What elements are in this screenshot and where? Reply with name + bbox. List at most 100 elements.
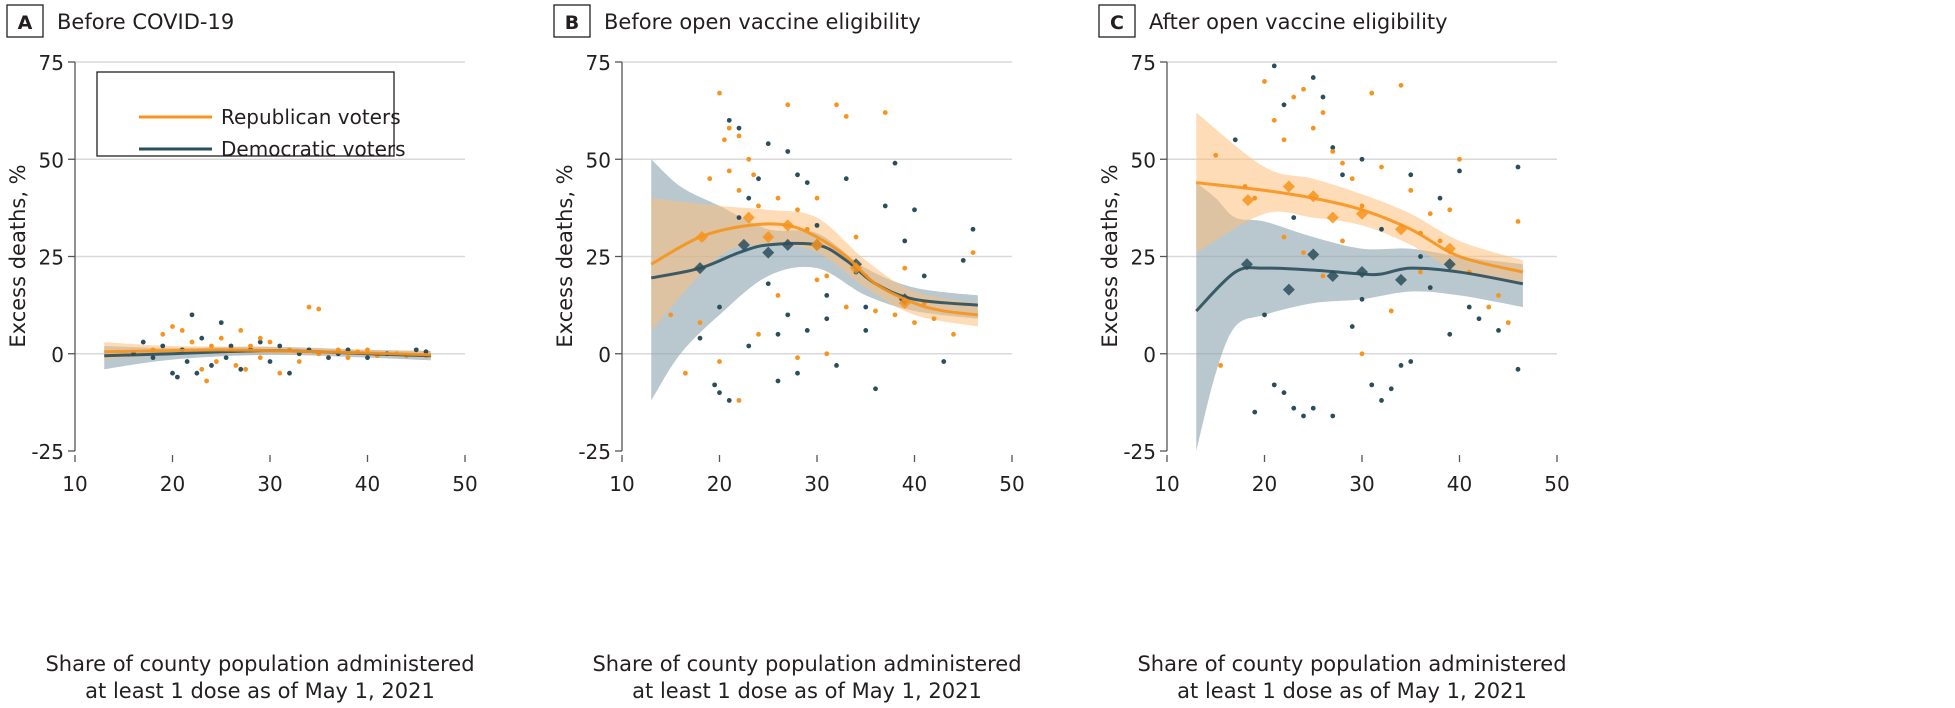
republican-county-point bbox=[345, 355, 351, 361]
democratic-county-point bbox=[1262, 312, 1267, 318]
democratic-county-point bbox=[814, 222, 820, 228]
democratic-county-point bbox=[804, 180, 810, 185]
democratic-county-point bbox=[1252, 409, 1258, 415]
democratic-county-point bbox=[1437, 195, 1443, 201]
republican-mean-diamond bbox=[781, 219, 794, 232]
republican-county-point bbox=[795, 355, 800, 361]
x-axis-label: Share of county population administered bbox=[1137, 652, 1566, 676]
republican-county-point bbox=[873, 308, 878, 314]
democratic-county-point bbox=[1271, 382, 1277, 388]
democratic-county-point bbox=[1359, 296, 1365, 302]
x-tick-label: 50 bbox=[1544, 472, 1569, 496]
republican-county-point bbox=[1515, 219, 1521, 224]
democratic-county-point bbox=[1457, 168, 1462, 174]
democratic-county-point bbox=[1291, 405, 1297, 411]
democratic-county-point bbox=[365, 355, 370, 361]
y-tick-label: 75 bbox=[586, 51, 611, 75]
republican-county-point bbox=[814, 277, 820, 283]
republican-county-point bbox=[726, 168, 732, 174]
democratic-county-point bbox=[765, 141, 771, 147]
democratic-county-point bbox=[413, 347, 419, 353]
republican-county-point bbox=[1359, 351, 1365, 357]
x-tick-label: 40 bbox=[902, 472, 927, 496]
republican-county-point bbox=[824, 273, 830, 279]
democratic-county-point bbox=[970, 226, 976, 232]
democratic-county-point bbox=[1408, 172, 1414, 178]
democratic-county-point bbox=[257, 339, 263, 345]
democratic-county-point bbox=[1340, 172, 1345, 178]
republican-mean-diamond bbox=[1307, 190, 1320, 203]
y-tick-label: 25 bbox=[1131, 246, 1156, 270]
y-tick-label: 0 bbox=[51, 343, 64, 367]
democratic-county-point bbox=[189, 312, 195, 318]
republican-county-point bbox=[238, 328, 244, 333]
republican-mean-diamond bbox=[742, 211, 755, 224]
democratic-confidence-band bbox=[1196, 182, 1523, 451]
republican-county-point bbox=[1388, 308, 1394, 314]
democratic-county-point bbox=[1496, 328, 1501, 333]
republican-mean-diamond bbox=[1241, 194, 1254, 207]
panel-b: B Before open vaccine eligibility -25 0 25 50… bbox=[553, 4, 1025, 703]
republican-county-point bbox=[746, 156, 752, 162]
x-axis-label: Share of county population administered bbox=[592, 652, 1021, 676]
republican-county-point bbox=[243, 366, 249, 372]
republican-county-point bbox=[736, 133, 742, 139]
republican-county-point bbox=[970, 250, 976, 256]
republican-county-point bbox=[1301, 250, 1306, 256]
democratic-county-point bbox=[423, 349, 429, 355]
democratic-county-point bbox=[824, 293, 830, 298]
panel-letter-box bbox=[1098, 4, 1136, 38]
republican-county-point bbox=[1291, 94, 1297, 100]
panel-title: After open vaccine eligibility bbox=[1149, 10, 1448, 34]
republican-county-point bbox=[1320, 273, 1326, 279]
republican-county-point bbox=[814, 195, 820, 201]
republican-county-point bbox=[756, 331, 761, 337]
democratic-county-point bbox=[326, 355, 331, 361]
republican-county-point bbox=[756, 203, 761, 209]
democratic-county-point bbox=[1291, 215, 1297, 221]
republican-county-point bbox=[843, 304, 849, 310]
democratic-confidence-band bbox=[651, 159, 978, 401]
legend: Republican voters Democratic voters bbox=[96, 71, 406, 161]
republican-county-point bbox=[1340, 238, 1345, 244]
democratic-county-point bbox=[736, 215, 742, 221]
y-tick-label: 75 bbox=[39, 51, 64, 75]
democratic-county-point bbox=[1408, 359, 1414, 364]
republican-county-point bbox=[843, 114, 849, 119]
democratic-county-point bbox=[1320, 94, 1326, 100]
democratic-county-point bbox=[170, 370, 175, 376]
democratic-county-point bbox=[892, 160, 898, 166]
republican-county-point bbox=[931, 316, 937, 322]
democratic-county-point bbox=[1515, 164, 1521, 170]
democratic-county-point bbox=[921, 273, 927, 279]
democratic-county-point bbox=[775, 378, 781, 384]
republican-mean-diamond bbox=[1443, 242, 1456, 255]
y-tick-label: 50 bbox=[39, 148, 64, 172]
y-axis-label: Excess deaths, % bbox=[1098, 164, 1122, 347]
democratic-county-point bbox=[834, 363, 839, 368]
republican-mean-diamond bbox=[811, 238, 823, 251]
republican-county-point bbox=[213, 359, 219, 364]
republican-county-point bbox=[824, 351, 830, 357]
democratic-county-point bbox=[267, 359, 273, 364]
y-axis-label: Excess deaths, % bbox=[6, 164, 30, 347]
democratic-county-point bbox=[1379, 398, 1384, 403]
republican-county-point bbox=[697, 320, 703, 326]
democratic-county-point bbox=[209, 363, 214, 368]
republican-mean-diamond bbox=[1356, 207, 1368, 220]
republican-county-point bbox=[218, 335, 224, 341]
x-tick-label: 20 bbox=[707, 472, 732, 496]
democratic-county-point bbox=[150, 355, 156, 361]
republican-county-point bbox=[296, 359, 302, 364]
democratic-county-point bbox=[1476, 316, 1482, 322]
republican-county-point bbox=[248, 343, 253, 349]
democratic-county-point bbox=[756, 176, 761, 182]
democratic-county-point bbox=[218, 320, 224, 326]
panel-letter-box bbox=[6, 4, 44, 38]
y-tick-label: -25 bbox=[31, 440, 64, 464]
democratic-county-point bbox=[160, 343, 166, 349]
democratic-county-point bbox=[902, 238, 908, 244]
democratic-county-point bbox=[1466, 304, 1472, 310]
y-tick-label: -25 bbox=[1123, 440, 1156, 464]
x-tick-label: 10 bbox=[1154, 472, 1179, 496]
